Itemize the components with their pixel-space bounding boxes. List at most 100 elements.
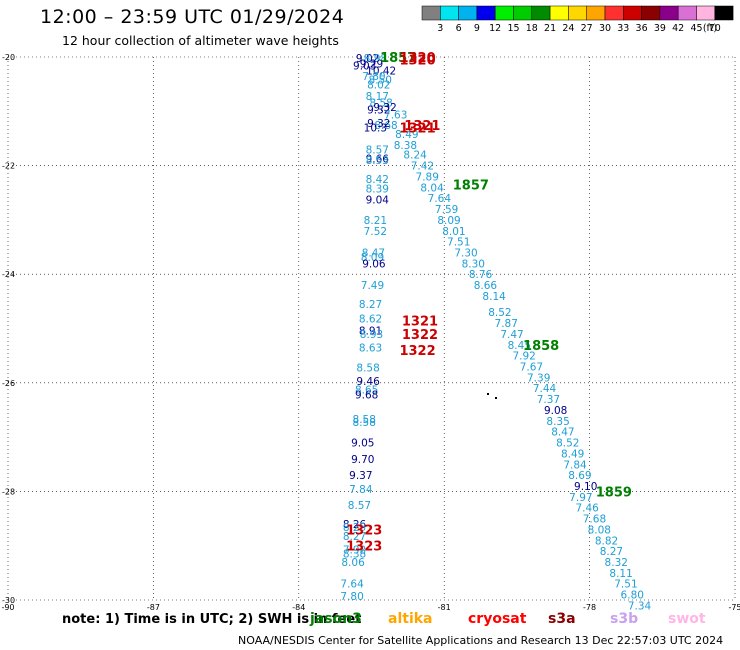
wave-height-point: 7.42 bbox=[411, 161, 434, 173]
wave-height-point: 9.46 bbox=[356, 376, 380, 388]
wave-height-point: 8.09 bbox=[361, 252, 384, 264]
satellite-legend-item: cryosat bbox=[468, 611, 527, 627]
marker-dot bbox=[495, 397, 497, 399]
satellite-legend-item: altika bbox=[388, 611, 433, 627]
pass-time-label: 1857 bbox=[380, 51, 416, 66]
wave-height-point: 8.26 bbox=[343, 519, 367, 531]
x-tick-label: -78 bbox=[583, 603, 596, 612]
wave-height-point: 7.92 bbox=[512, 351, 535, 363]
wave-height-point: 8.58 bbox=[353, 414, 376, 426]
wave-height-point: 8.24 bbox=[403, 150, 427, 162]
wave-height-point: 9.05 bbox=[351, 438, 374, 450]
wave-height-point: 9.03 bbox=[353, 61, 376, 73]
wave-height-point: 8.98 bbox=[364, 53, 387, 65]
wave-height-point: 8.21 bbox=[364, 215, 387, 227]
wave-height-point: 7.92 bbox=[343, 545, 366, 557]
pass-time-label: 1322 bbox=[402, 328, 438, 343]
wave-height-point: 8.47 bbox=[551, 427, 574, 439]
wave-height-point: 7.64 bbox=[340, 579, 364, 591]
pass-time-label: 1323 bbox=[346, 523, 382, 538]
colorbar-label: 24 bbox=[562, 23, 574, 34]
wave-height-point: 8.39 bbox=[366, 183, 389, 195]
wave-height-point: 6.80 bbox=[621, 590, 644, 602]
wave-height-point: 7.34 bbox=[628, 600, 652, 612]
x-tick-label: -90 bbox=[1, 603, 14, 612]
wave-height-point: 8.27 bbox=[359, 299, 382, 311]
wave-height-point: 8.27 bbox=[343, 531, 366, 543]
wave-height-point: 9.06 bbox=[362, 258, 386, 270]
wave-height-point: 8.11 bbox=[609, 568, 632, 580]
wave-height-point: 7.64 bbox=[428, 193, 452, 205]
wave-height-point: 8.04 bbox=[420, 182, 444, 194]
wave-height-point: 8.35 bbox=[546, 416, 569, 428]
wave-height-point: 8.58 bbox=[369, 98, 392, 110]
colorbar-label: 27 bbox=[581, 23, 593, 34]
colorbar-unit: (ft) bbox=[703, 23, 717, 34]
wave-height-point: 7.63 bbox=[384, 110, 407, 122]
wave-height-point: 8.66 bbox=[474, 280, 498, 292]
chart-title: 12:00 – 23:59 UTC 01/29/2024 bbox=[40, 6, 345, 28]
wave-height-point: 8.57 bbox=[348, 500, 371, 512]
pass-time-label: 1321 bbox=[402, 314, 438, 329]
y-tick-label: -28 bbox=[2, 487, 15, 496]
wave-height-point: 8.53 bbox=[366, 155, 389, 167]
wave-height-point: 9.04 bbox=[366, 194, 390, 206]
y-tick-label: -30 bbox=[2, 596, 15, 605]
wave-height-point: 8.02 bbox=[367, 80, 390, 92]
wave-height-point: 7.84 bbox=[349, 484, 373, 496]
wave-height-point: 7.47 bbox=[500, 329, 523, 341]
wave-height-point: 8.01 bbox=[442, 226, 465, 238]
satellite-legend-item: swot bbox=[668, 611, 706, 627]
wave-height-point: 7.87 bbox=[495, 318, 518, 330]
x-tick-label: -75 bbox=[728, 603, 740, 612]
wave-height-point: 7.67 bbox=[520, 362, 543, 374]
y-tick-label: -20 bbox=[2, 53, 15, 62]
wave-height-point: 7.84 bbox=[563, 459, 587, 471]
wave-height-point: 9.08 bbox=[544, 405, 567, 417]
wave-height-point: 8.65 bbox=[355, 384, 378, 396]
colorbar-label: 39 bbox=[654, 23, 666, 34]
colorbar-label: 12 bbox=[489, 23, 501, 34]
wave-height-point: 8.58 bbox=[353, 417, 376, 429]
wave-height-point: 8.68 bbox=[374, 120, 397, 132]
wave-height-point: 7.80 bbox=[362, 71, 385, 83]
wave-height-point: 7.80 bbox=[340, 591, 363, 603]
satellite-legend-item: s3a bbox=[548, 611, 576, 627]
satellite-legend: jason3 altika cryosat s3a s3b swot bbox=[0, 611, 740, 631]
wave-height-point: 7.59 bbox=[435, 204, 458, 216]
wave-height-point: 9.32 bbox=[367, 118, 390, 130]
wave-height-point: 8.52 bbox=[556, 438, 579, 450]
colorbar-label: 70 bbox=[709, 23, 721, 34]
wave-height-point: 8.49 bbox=[561, 448, 584, 460]
colorbar-label: 15 bbox=[507, 23, 519, 34]
wave-height-point: 7.68 bbox=[583, 514, 606, 526]
satellite-legend-item: jason3 bbox=[310, 611, 362, 627]
wave-height-point: 8.63 bbox=[359, 343, 382, 355]
pass-time-label: 1320 bbox=[399, 51, 435, 66]
wave-height-point: 8.76 bbox=[469, 269, 493, 281]
wave-height-point: 9.37 bbox=[349, 470, 372, 482]
pass-time-label: 1322 bbox=[399, 344, 435, 359]
wave-height-point: 9.10 bbox=[574, 481, 597, 493]
marker-dot bbox=[487, 393, 489, 395]
wave-height-point: 7.44 bbox=[533, 383, 557, 395]
wave-height-point: 8.52 bbox=[488, 307, 511, 319]
colorbar-label: 6 bbox=[456, 23, 462, 34]
wave-height-point: 8.47 bbox=[362, 247, 385, 259]
y-tick-label: -22 bbox=[2, 162, 15, 171]
wave-height-point: 9.02 bbox=[356, 53, 379, 65]
wave-height-point: 8.08 bbox=[588, 524, 611, 536]
pass-time-label: 1859 bbox=[596, 485, 632, 500]
wave-height-point: 9.66 bbox=[366, 154, 390, 166]
wave-height-point: 8.57 bbox=[366, 144, 389, 156]
wave-height-point: 7.30 bbox=[454, 247, 477, 259]
wave-height-point: 8.50 bbox=[369, 74, 392, 86]
wave-height-point: 7.51 bbox=[447, 237, 470, 249]
x-tick-label: -84 bbox=[292, 603, 305, 612]
wave-height-point: 9.70 bbox=[351, 454, 374, 466]
x-tick-label: -87 bbox=[147, 603, 160, 612]
wave-height-point: 7.46 bbox=[575, 503, 599, 515]
colorbar-label: 21 bbox=[544, 23, 556, 34]
colorbar-label: 9 bbox=[474, 23, 480, 34]
y-tick-label: -24 bbox=[2, 270, 15, 279]
